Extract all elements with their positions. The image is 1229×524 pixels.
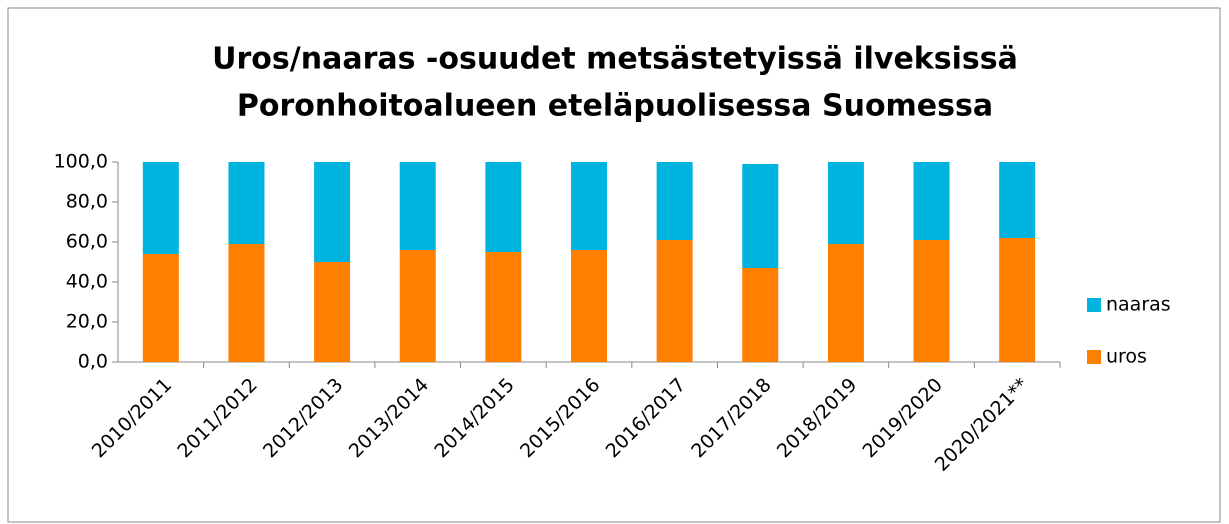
bar-segment xyxy=(999,162,1036,238)
bar-segment xyxy=(827,244,864,362)
bar-segment xyxy=(742,164,779,268)
legend-label: uros xyxy=(1106,346,1147,368)
y-tick-label: 80,0 xyxy=(66,191,108,213)
bar-segment xyxy=(913,240,950,362)
bar-segment xyxy=(999,238,1036,362)
bar-segment xyxy=(913,162,950,240)
bar-segment xyxy=(656,240,693,362)
bar-segment xyxy=(314,162,351,262)
bar-segment xyxy=(314,262,351,362)
bar-segment xyxy=(571,250,607,362)
bar-segment xyxy=(142,254,179,362)
bar-segment xyxy=(228,244,265,362)
chart-subtitle: Poronhoitoalueen eteläpuolisessa Suomess… xyxy=(237,89,993,124)
bar-segment xyxy=(571,162,607,250)
y-tick-label: 0,0 xyxy=(78,351,108,373)
chart-title: Uros/naaras -osuudet metsästetyissä ilve… xyxy=(212,42,1018,77)
bar-segment xyxy=(485,252,522,362)
bar-segment xyxy=(656,162,693,240)
bar-segment xyxy=(399,162,436,250)
y-tick-label: 60,0 xyxy=(66,231,108,253)
bar-segment xyxy=(485,162,522,252)
bar-segment xyxy=(742,268,779,362)
bar-segment xyxy=(399,250,436,362)
y-tick-label: 100,0 xyxy=(54,151,108,173)
bar-segment xyxy=(228,162,265,244)
y-tick-label: 20,0 xyxy=(66,311,108,333)
legend-swatch xyxy=(1087,350,1101,364)
y-tick-label: 40,0 xyxy=(66,271,108,293)
bar-segment xyxy=(827,162,864,244)
legend-label: naaras xyxy=(1106,294,1171,316)
bar-segment xyxy=(142,162,179,254)
legend-swatch xyxy=(1087,298,1101,312)
